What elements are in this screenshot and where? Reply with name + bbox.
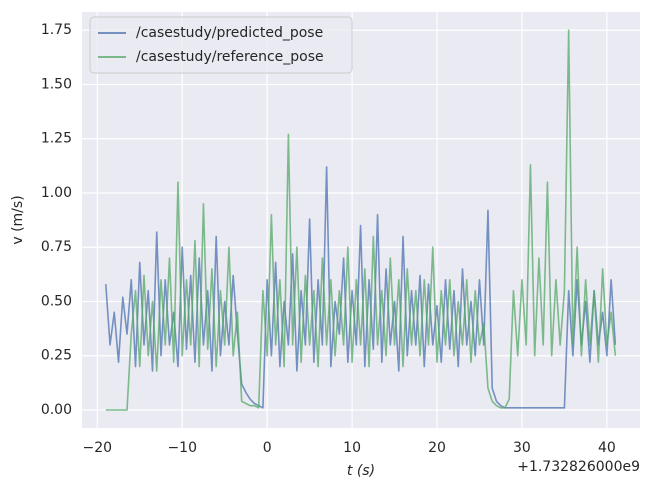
series-line [105, 29, 617, 411]
x-tick-label: 30 [513, 440, 531, 456]
x-axis-label: t (s) [347, 463, 375, 479]
y-tick-label: 1.75 [41, 22, 72, 38]
y-tick-label: 0.25 [41, 348, 72, 364]
y-tick-label: 0.75 [41, 239, 72, 255]
labels: −20 −10 0 10 20 30 40 0.00 0.25 0.50 0.75 1.00 1.25 1… [41, 22, 616, 456]
legend-label: /casestudy/predicted_pose [136, 25, 323, 41]
y-tick-label: 0.00 [41, 402, 72, 418]
legend: /casestudy/predicted_pose/casestudy/refe… [89, 16, 353, 74]
series-line [104, 166, 617, 409]
y-tick-label: 1.00 [41, 185, 72, 201]
x-tick-label: −20 [83, 440, 113, 456]
lines [104, 29, 617, 411]
plot-area [82, 12, 640, 428]
x-tick-label: −10 [167, 440, 197, 456]
x-tick-label: 0 [263, 440, 272, 456]
legend-box [89, 16, 353, 74]
x-offset-label: +1.732826000e9 [517, 459, 640, 475]
y-tick-label: 1.25 [41, 131, 72, 147]
x-tick-label: 20 [428, 440, 446, 456]
y-tick-label: 0.50 [41, 293, 72, 309]
x-tick-label: 40 [598, 440, 616, 456]
legend-label: /casestudy/reference_pose [136, 49, 324, 65]
x-tick-label: 10 [343, 440, 361, 456]
y-tick-label: 1.50 [41, 76, 72, 92]
grid [82, 12, 640, 428]
y-axis-label: v (m/s) [10, 195, 26, 244]
